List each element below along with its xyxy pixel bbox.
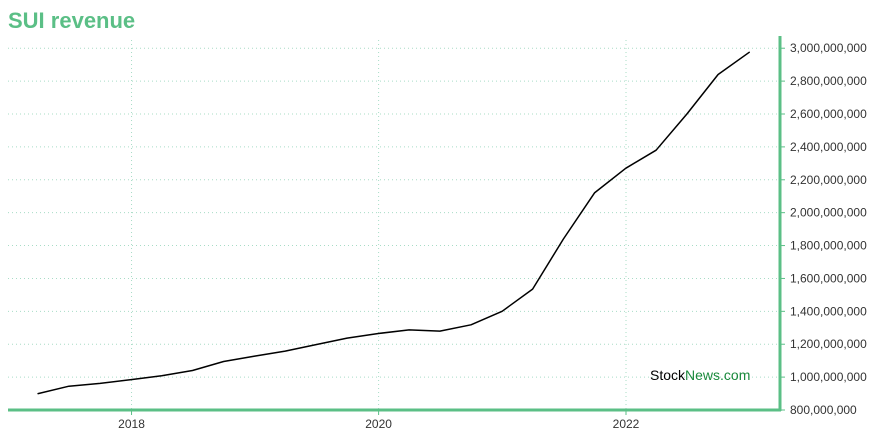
watermark-part-news: News (685, 367, 720, 383)
y-tick-label: 2,200,000,000 (790, 173, 867, 187)
grid-layer (8, 40, 780, 410)
y-tick-label: 1,400,000,000 (790, 304, 867, 318)
chart-title: SUI revenue (8, 8, 136, 33)
x-tick-label: 2020 (365, 417, 392, 431)
x-tick-label: 2022 (613, 417, 640, 431)
series-layer (37, 51, 750, 395)
y-tick-label: 1,200,000,000 (790, 337, 867, 351)
y-tick-labels: 800,000,000 1,000,000,000 1,200,000,000 1,4… (790, 41, 867, 417)
y-tick-label: 3,000,000,000 (790, 41, 867, 55)
y-tick-label: 2,400,000,000 (790, 140, 867, 154)
y-tick-label: 800,000,000 (790, 403, 857, 417)
x-tick-labels: 2018 2020 2022 (118, 417, 639, 431)
y-tick-label: 2,600,000,000 (790, 107, 867, 121)
y-tick-label: 2,800,000,000 (790, 74, 867, 88)
y-tick-label: 2,000,000,000 (790, 206, 867, 220)
revenue-series-line (37, 51, 750, 395)
axis-layer (8, 36, 785, 415)
watermark-part-stock: Stock (650, 367, 686, 383)
y-tick-label: 1,800,000,000 (790, 239, 867, 253)
y-tick-label: 1,600,000,000 (790, 271, 867, 285)
y-tick-label: 1,000,000,000 (790, 370, 867, 384)
watermark-part-com: .com (720, 367, 750, 383)
x-tick-label: 2018 (118, 417, 145, 431)
stocknews-watermark: StockNews.com (650, 367, 750, 383)
